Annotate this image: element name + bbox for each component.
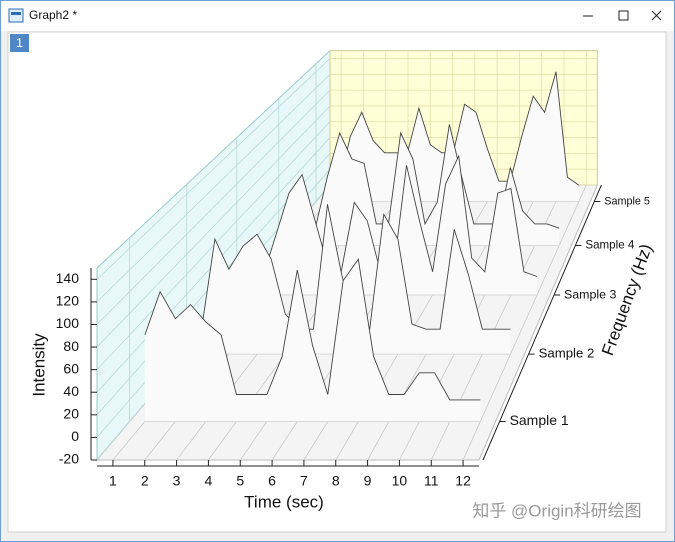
side-grid-line bbox=[96, 105, 331, 348]
y-tick-label: 100 bbox=[56, 315, 80, 331]
curve-fill bbox=[200, 204, 511, 355]
curve-line bbox=[144, 258, 481, 401]
z-tick-label: Sample 3 bbox=[564, 287, 616, 301]
close-button[interactable] bbox=[642, 4, 672, 28]
y-tick-label: 0 bbox=[71, 428, 79, 444]
x-tick-label: 9 bbox=[364, 473, 372, 489]
z-tick-label: Sample 5 bbox=[604, 195, 650, 207]
x-tick-label: 4 bbox=[205, 473, 213, 489]
x-axis-title: Time (sec) bbox=[244, 492, 324, 511]
z-tick-label: Sample 4 bbox=[585, 239, 635, 252]
y-tick-label: -20 bbox=[59, 451, 79, 467]
side-grid-line bbox=[96, 74, 331, 303]
x-tick-label: 12 bbox=[455, 473, 471, 489]
curve-fill bbox=[327, 71, 579, 202]
y-tick-label: 40 bbox=[63, 383, 79, 399]
watermark: 知乎 @Origin科研绘图 bbox=[472, 501, 641, 520]
floor-grid-line bbox=[462, 184, 587, 461]
layer-tab[interactable] bbox=[10, 34, 29, 52]
x-tick-label: 8 bbox=[332, 473, 340, 489]
x-tick-label: 11 bbox=[424, 473, 439, 489]
y-tick-label: 20 bbox=[63, 406, 79, 422]
x-tick-label: 1 bbox=[109, 473, 117, 489]
minimize-button[interactable] bbox=[570, 4, 606, 28]
x-tick-label: 5 bbox=[236, 473, 244, 489]
x-tick-label: 3 bbox=[173, 473, 181, 489]
x-tick-label: 6 bbox=[268, 473, 276, 489]
curve-fill bbox=[144, 259, 481, 422]
y-tick-label: 140 bbox=[56, 270, 80, 286]
y-tick-label: 80 bbox=[63, 338, 79, 354]
z-axis bbox=[482, 184, 602, 461]
x-tick-label: 10 bbox=[392, 473, 408, 489]
maximize-button[interactable] bbox=[606, 4, 642, 28]
y-axis-title: Intensity bbox=[29, 333, 48, 397]
x-tick-label: 2 bbox=[141, 473, 149, 489]
z-tick-label: Sample 1 bbox=[510, 412, 569, 428]
window-icon-bar bbox=[11, 12, 21, 15]
window-title: Graph2 * bbox=[29, 8, 77, 22]
y-tick-label: 120 bbox=[56, 293, 80, 309]
side-grid-line bbox=[96, 89, 331, 325]
x-tick-label: 7 bbox=[300, 473, 308, 489]
layer-tab-label: 1 bbox=[16, 35, 23, 50]
curve-line bbox=[290, 124, 560, 229]
y-tick-label: 60 bbox=[63, 360, 79, 376]
z-tick-label: Sample 2 bbox=[539, 346, 595, 361]
side-grid-line bbox=[96, 58, 331, 280]
window-icon bbox=[8, 8, 24, 23]
title-bar bbox=[1, 1, 674, 31]
